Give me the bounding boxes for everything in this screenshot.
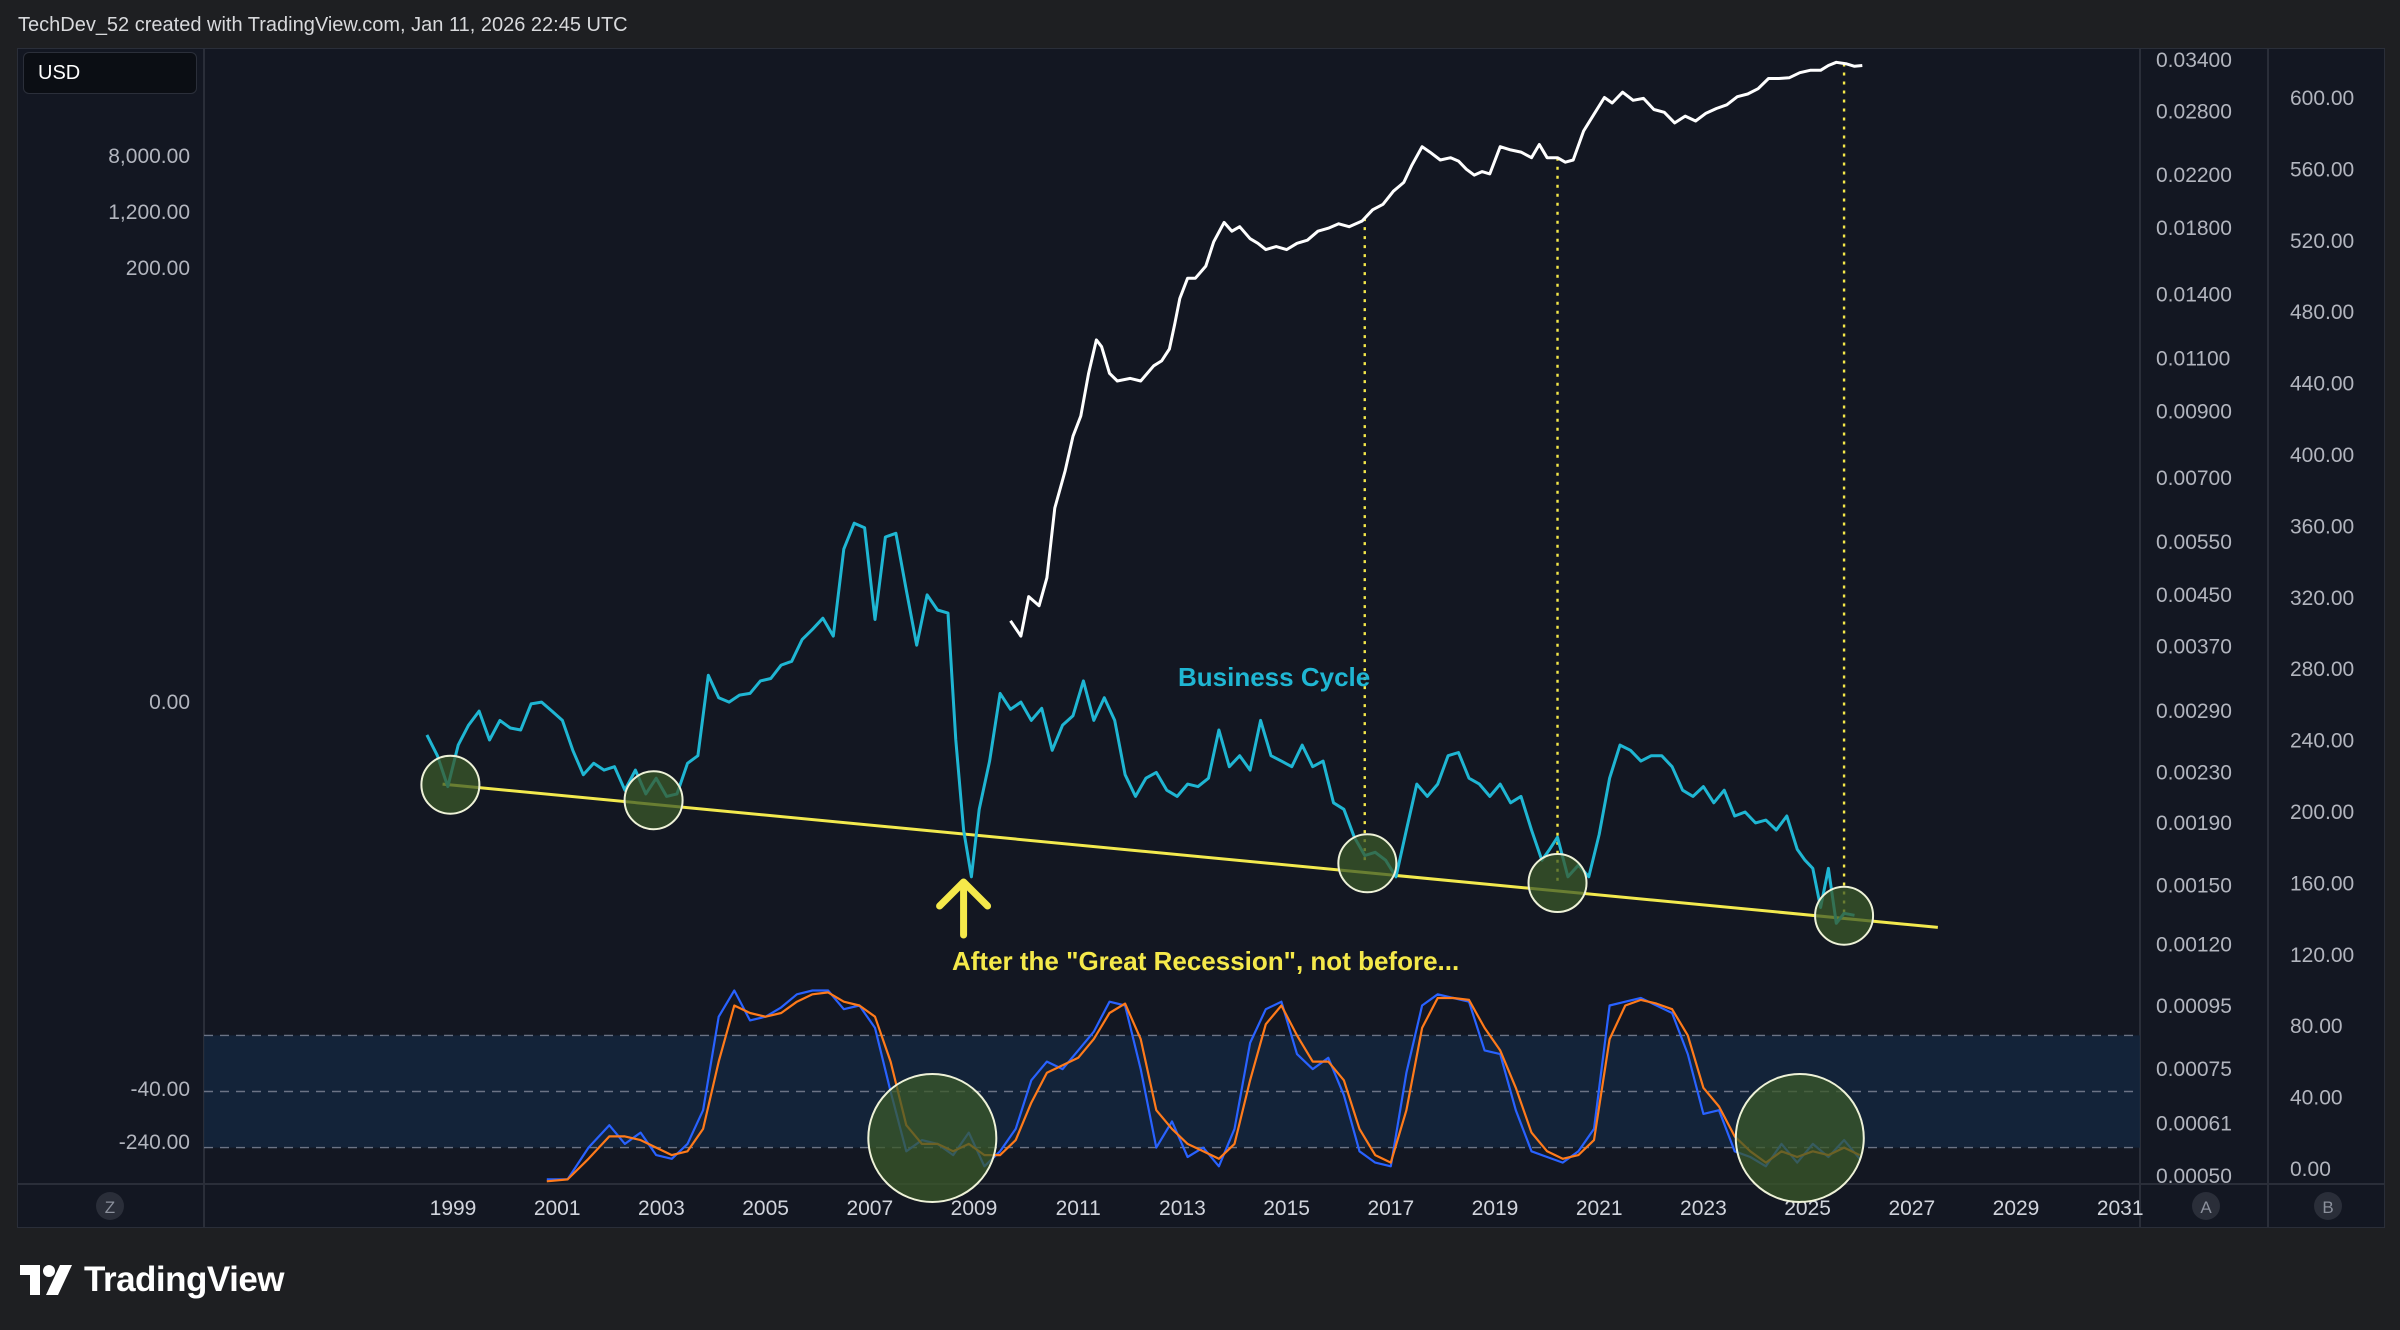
axes-layer: 1999 2001 2003 2005 2007 2009 2011 2013 2015 2017… xyxy=(18,48,2384,1228)
x-tick-label: 2023 xyxy=(1680,1197,1727,1220)
right-axis-b-label: 480.00 xyxy=(2290,301,2354,324)
x-tick-label: 2007 xyxy=(846,1197,893,1220)
stoch-low-circle xyxy=(867,1073,998,1203)
x-tick-label: 2003 xyxy=(638,1197,685,1220)
right-axis-a-label: 0.00450 xyxy=(2156,584,2232,607)
left-axis-label: 0.00 xyxy=(149,691,190,714)
axis-marker-z-bg xyxy=(96,1192,124,1220)
trend-touch-circle xyxy=(1527,852,1588,913)
business-cycle-label: Business Cycle xyxy=(1178,662,1370,692)
business-cycle-line xyxy=(425,521,1855,925)
chart-frame[interactable] xyxy=(17,48,2385,1228)
axis-marker-a: A xyxy=(2200,1198,2212,1217)
up-arrow-head xyxy=(936,878,992,910)
up-arrow-icon xyxy=(936,878,992,939)
x-tick-label: 2019 xyxy=(1472,1197,1519,1220)
x-tick-label: 1999 xyxy=(430,1197,477,1220)
right-axis-b-label: 120.00 xyxy=(2290,944,2354,967)
series-layer xyxy=(425,60,1863,1183)
right-axis-a-label: 0.00700 xyxy=(2156,467,2232,490)
right-axis-b-label: 0.00 xyxy=(2290,1158,2331,1181)
x-tick-label: 2031 xyxy=(2097,1197,2144,1220)
currency-button[interactable]: USD xyxy=(23,52,197,94)
right-axis-b-label: 520.00 xyxy=(2290,230,2354,253)
tradingview-logo-icon xyxy=(20,1265,72,1295)
right-axis-b-label: 360.00 xyxy=(2290,515,2354,538)
right-axis-b-label: 160.00 xyxy=(2290,872,2354,895)
x-tick-label: 2017 xyxy=(1367,1197,1414,1220)
right-axis-b-label: 240.00 xyxy=(2290,730,2354,753)
axis-marker-b: B xyxy=(2322,1198,2333,1217)
left-axis-label: -240.00 xyxy=(119,1131,190,1154)
left-axis-label: -40.00 xyxy=(130,1078,190,1101)
x-tick-label: 2027 xyxy=(1888,1197,1935,1220)
x-tick-label: 2005 xyxy=(742,1197,789,1220)
trend-touch-circle xyxy=(420,754,481,815)
stoch-d-line xyxy=(546,991,1861,1183)
tradingview-brand: TradingView xyxy=(20,1258,285,1302)
price-line xyxy=(1009,60,1863,638)
right-axis-b-label: 280.00 xyxy=(2290,658,2354,681)
chart-credit: TechDev_52 created with TradingView.com,… xyxy=(18,14,628,36)
axis-marker-z: Z xyxy=(105,1198,115,1217)
trendline xyxy=(442,782,1938,929)
annotation-layer: Business Cycle After the "Great Recession… xyxy=(936,662,1459,976)
right-axis-b-label: 560.00 xyxy=(2290,158,2354,181)
right-axis-b-label: 400.00 xyxy=(2290,444,2354,467)
right-axis-a-label: 0.01400 xyxy=(2156,284,2232,307)
x-tick-label: 2029 xyxy=(1993,1197,2040,1220)
right-axis-b-label: 200.00 xyxy=(2290,801,2354,824)
right-axis-b-label: 40.00 xyxy=(2290,1087,2343,1110)
right-axis-a-label: 0.02800 xyxy=(2156,100,2232,123)
axis-marker-a-bg xyxy=(2192,1192,2220,1220)
right-axis-a-label: 0.03400 xyxy=(2156,49,2232,72)
brand-name: TradingView xyxy=(84,1260,285,1299)
right-axis-a-label: 0.00290 xyxy=(2156,700,2232,723)
right-axis-a-label: 0.02200 xyxy=(2156,164,2232,187)
right-axis-a-label: 0.00050 xyxy=(2156,1165,2232,1188)
right-axis-a-label: 0.01800 xyxy=(2156,217,2232,240)
left-axis-label: 200.00 xyxy=(126,257,190,280)
right-axis-a-label: 0.01100 xyxy=(2156,347,2230,370)
right-axis-a-label: 0.00075 xyxy=(2156,1058,2232,1081)
recession-note: After the "Great Recession", not before.… xyxy=(952,946,1459,976)
right-axis-a-label: 0.00230 xyxy=(2156,761,2232,784)
highlight-circles-layer xyxy=(420,754,1875,1203)
right-axis-a-label: 0.00370 xyxy=(2156,636,2232,659)
trend-touch-circle xyxy=(1337,833,1398,894)
x-tick-label: 2011 xyxy=(1056,1197,1101,1220)
right-axis-a-label: 0.00190 xyxy=(2156,812,2232,835)
trend-touch-circle xyxy=(1814,885,1875,946)
right-axis-a-label: 0.00061 xyxy=(2156,1112,2232,1135)
right-axis-a-label: 0.00120 xyxy=(2156,933,2232,956)
x-tick-label: 2013 xyxy=(1159,1197,1206,1220)
x-tick-label: 2001 xyxy=(534,1197,581,1220)
stoch-low-circle xyxy=(1734,1073,1865,1203)
trendline-layer xyxy=(442,63,1938,929)
trend-touch-circle xyxy=(623,770,684,831)
x-tick-label: 2015 xyxy=(1263,1197,1310,1220)
right-axis-b-label: 600.00 xyxy=(2290,87,2354,110)
right-axis-b-label: 320.00 xyxy=(2290,587,2354,610)
x-tick-label: 2009 xyxy=(951,1197,998,1220)
left-axis-label: 8,000.00 xyxy=(108,145,190,168)
x-tick-label: 2021 xyxy=(1576,1197,1623,1220)
right-axis-a-label: 0.00900 xyxy=(2156,401,2232,424)
right-axis-a-label: 0.00150 xyxy=(2156,874,2232,897)
right-axis-b-label: 80.00 xyxy=(2290,1015,2343,1038)
left-axis-label: 1,200.00 xyxy=(108,201,190,224)
right-axis-a-label: 0.00095 xyxy=(2156,995,2232,1018)
axis-marker-b-bg xyxy=(2314,1192,2342,1220)
stoch-k-line xyxy=(546,989,1861,1181)
right-axis-a-label: 0.00550 xyxy=(2156,531,2232,554)
right-axis-b-label: 440.00 xyxy=(2290,373,2354,396)
